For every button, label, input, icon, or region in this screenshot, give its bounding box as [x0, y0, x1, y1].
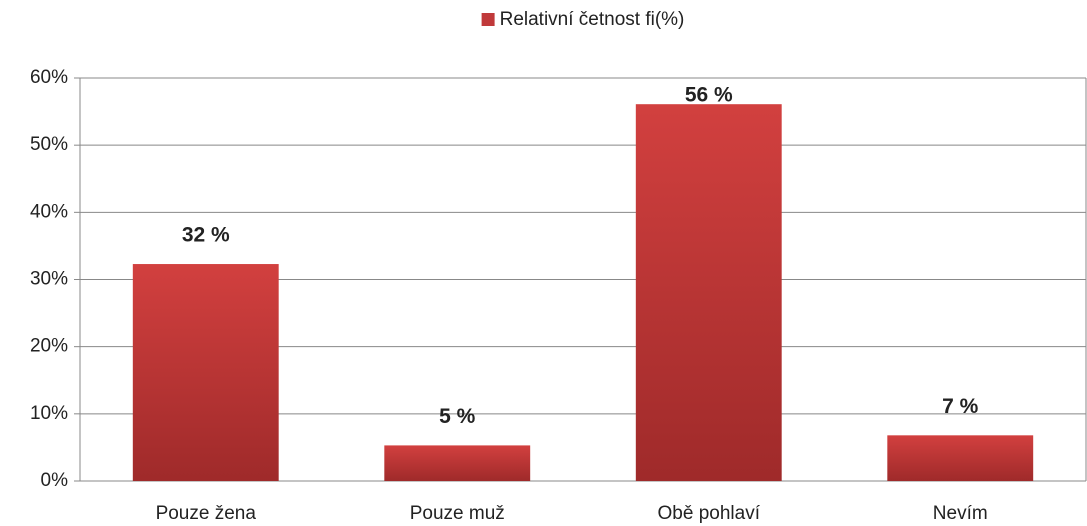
x-tick-label: Obě pohlaví: [658, 503, 761, 524]
bar: [635, 104, 782, 481]
legend-swatch: [481, 13, 495, 26]
bar: [384, 445, 531, 481]
y-tick-label: 50%: [30, 134, 68, 155]
y-tick-label: 30%: [30, 269, 68, 290]
y-tick-label: 0%: [41, 470, 69, 491]
y-tick-label: 20%: [30, 336, 68, 357]
y-tick-label: 60%: [30, 67, 68, 88]
value-label: 32 %: [182, 224, 230, 247]
x-tick-label: Nevím: [933, 503, 988, 524]
value-label: 5 %: [439, 405, 476, 428]
y-tick-label: 40%: [30, 201, 68, 222]
value-label: 56 %: [685, 84, 733, 107]
x-tick-label: Pouze muž: [410, 503, 505, 524]
bar: [887, 435, 1034, 481]
x-tick-label: Pouze žena: [156, 503, 257, 524]
value-label: 7 %: [942, 395, 979, 418]
legend-label: Relativní četnost fi(%): [500, 9, 685, 30]
y-tick-label: 10%: [30, 403, 68, 424]
bar: [132, 264, 279, 481]
